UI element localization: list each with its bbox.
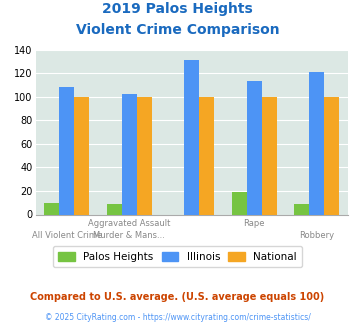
Bar xyxy=(247,81,262,214)
Text: Rape: Rape xyxy=(244,219,265,228)
Text: Aggravated Assault: Aggravated Assault xyxy=(88,219,170,228)
Text: © 2025 CityRating.com - https://www.cityrating.com/crime-statistics/: © 2025 CityRating.com - https://www.city… xyxy=(45,314,310,322)
Bar xyxy=(324,97,339,214)
Bar xyxy=(59,87,74,214)
Bar xyxy=(199,97,214,214)
Bar xyxy=(107,204,122,214)
Bar xyxy=(74,97,89,214)
Text: Robbery: Robbery xyxy=(299,231,334,240)
Text: All Violent Crime: All Violent Crime xyxy=(32,231,102,240)
Text: Violent Crime Comparison: Violent Crime Comparison xyxy=(76,23,279,37)
Bar xyxy=(232,192,247,214)
Bar xyxy=(294,204,309,214)
Bar xyxy=(44,203,59,214)
Text: Murder & Mans...: Murder & Mans... xyxy=(93,231,165,240)
Text: Compared to U.S. average. (U.S. average equals 100): Compared to U.S. average. (U.S. average … xyxy=(31,292,324,302)
Bar xyxy=(137,97,152,214)
Bar xyxy=(262,97,277,214)
Text: 2019 Palos Heights: 2019 Palos Heights xyxy=(102,2,253,16)
Bar xyxy=(184,60,199,214)
Bar xyxy=(122,94,137,214)
Legend: Palos Heights, Illinois, National: Palos Heights, Illinois, National xyxy=(53,247,302,267)
Bar xyxy=(309,72,324,215)
